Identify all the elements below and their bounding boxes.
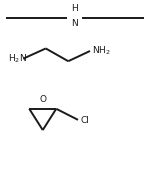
Text: H$_2$N: H$_2$N	[8, 52, 26, 65]
Text: NH$_2$: NH$_2$	[92, 45, 111, 57]
Text: H: H	[72, 4, 78, 13]
Text: O: O	[39, 95, 46, 104]
Text: Cl: Cl	[80, 116, 89, 125]
Text: N: N	[72, 19, 78, 28]
